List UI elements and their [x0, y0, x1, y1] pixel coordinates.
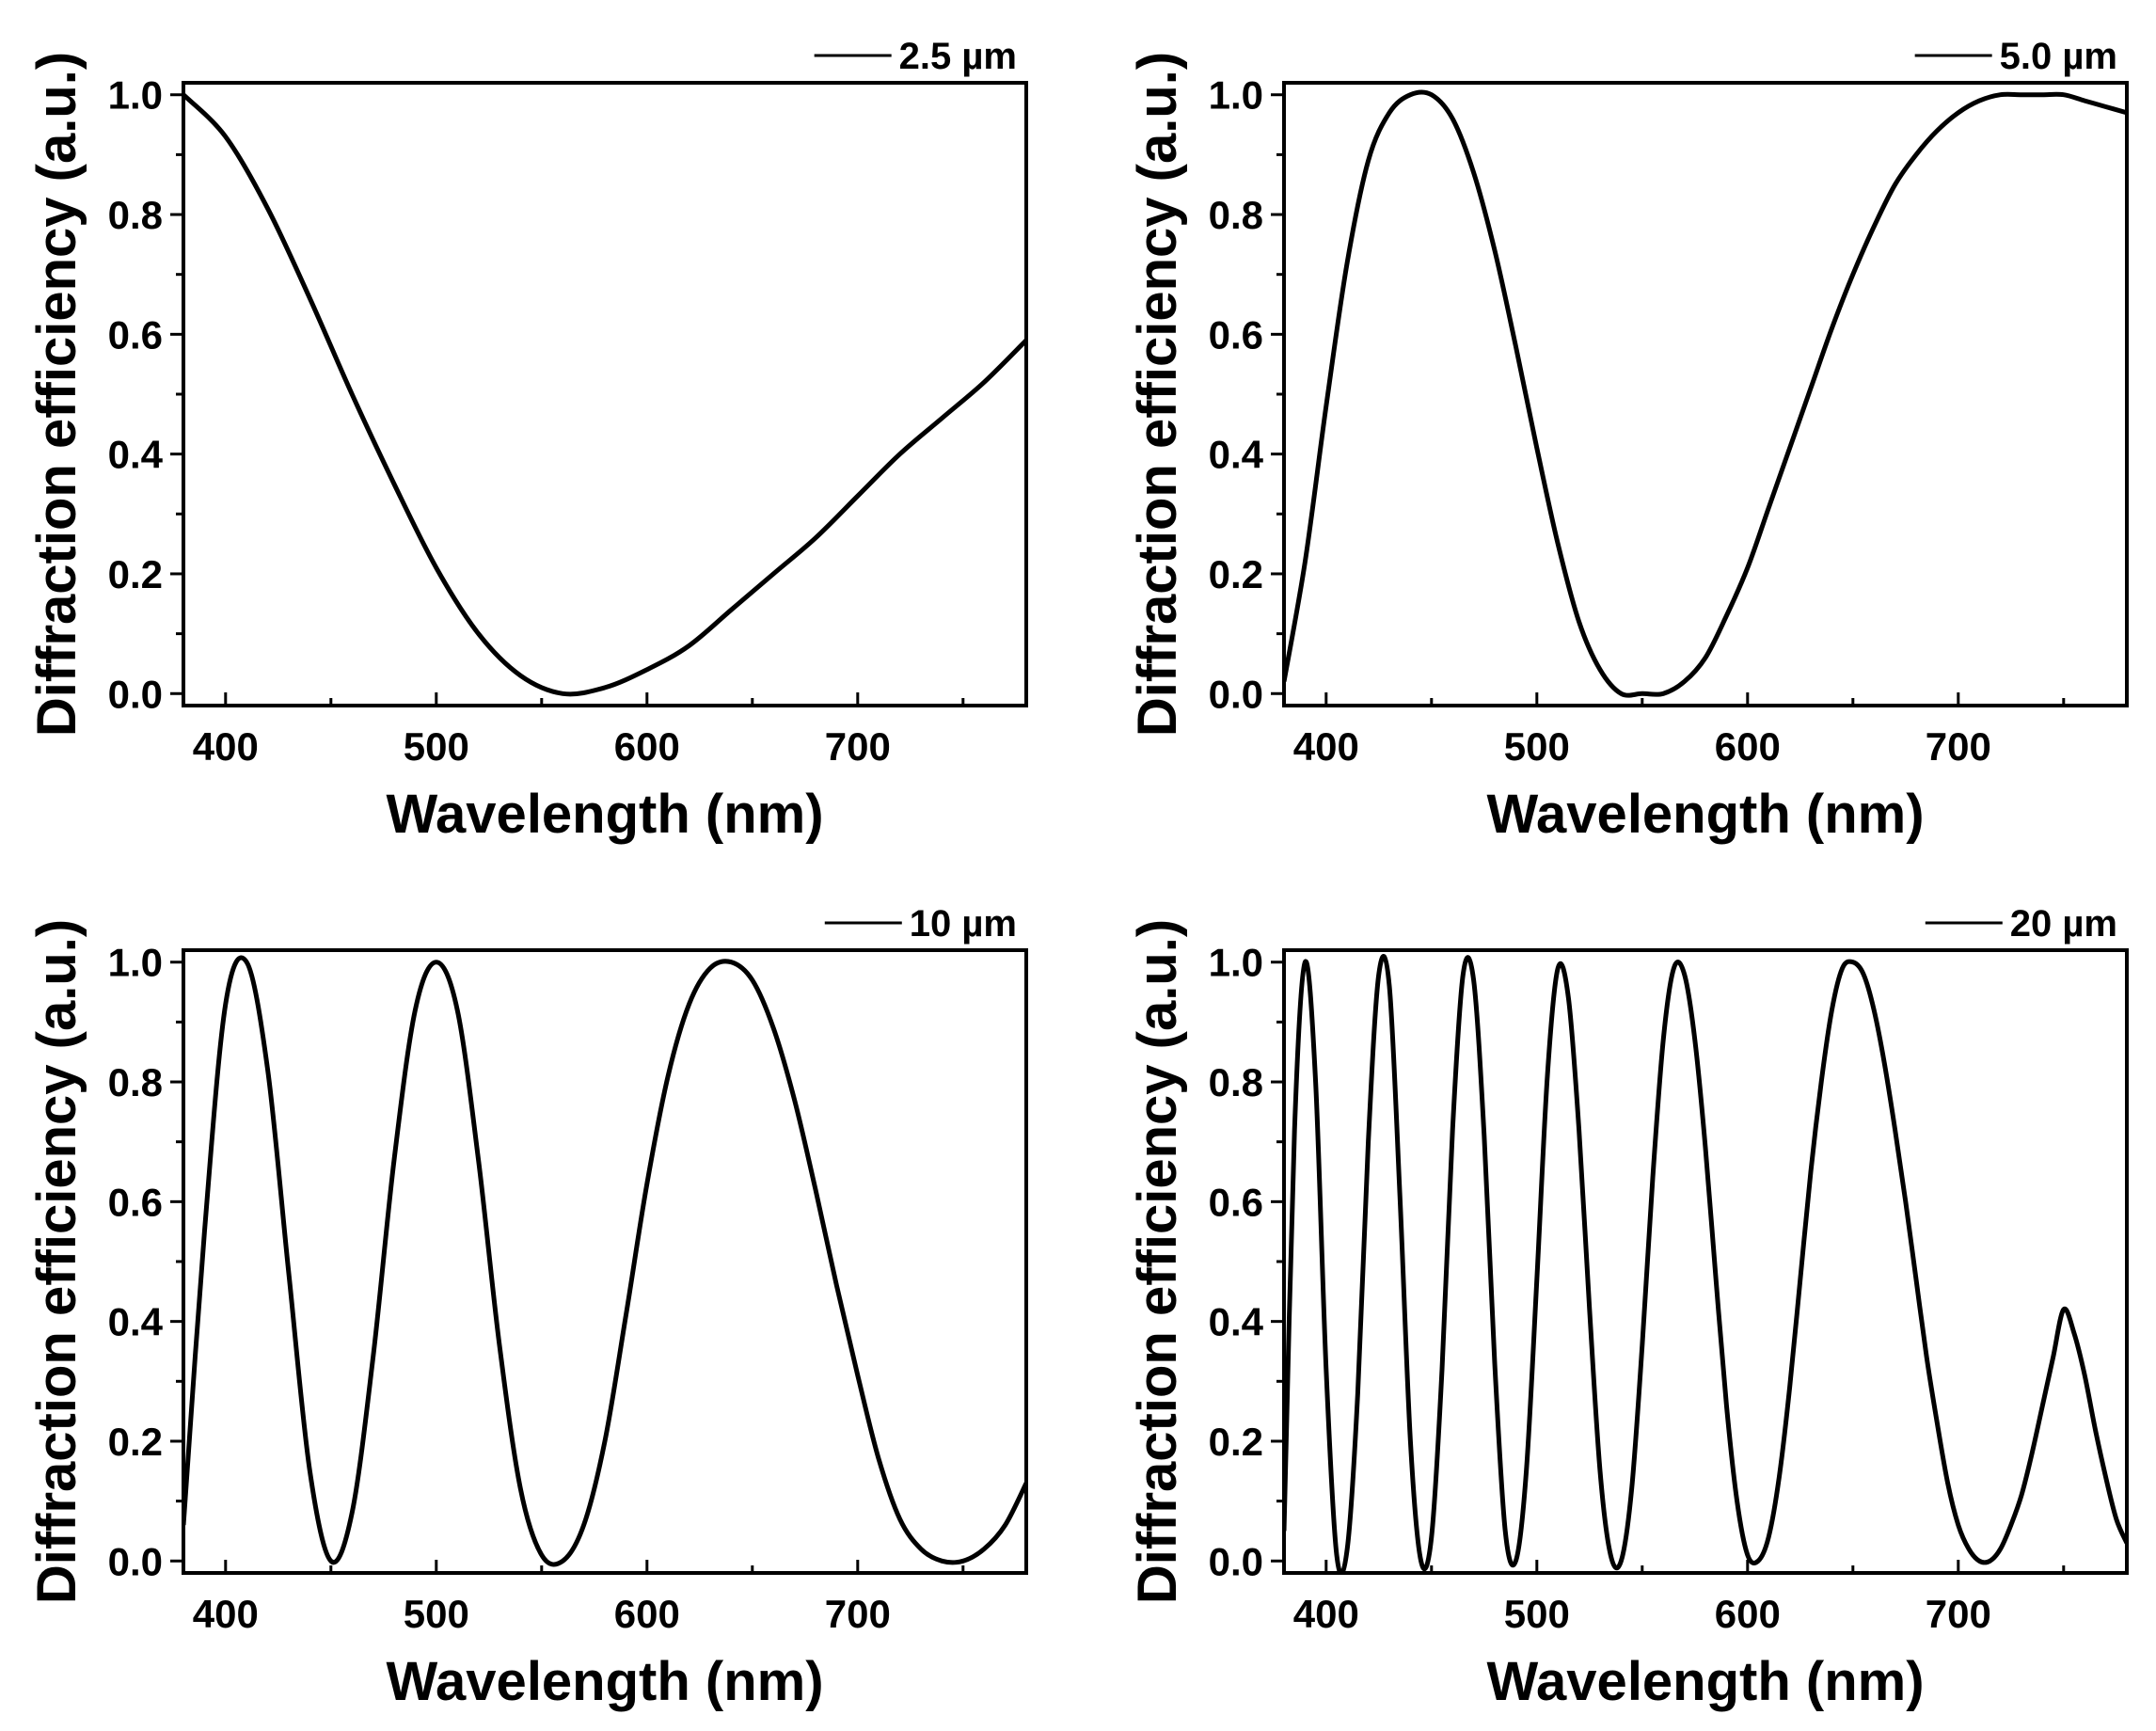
- series-line-1: [183, 92, 1026, 697]
- plot-frame: [1282, 948, 2129, 1575]
- y-tick-label: 0.6: [1209, 312, 1263, 357]
- y-axis-title: Diffraction efficiency (a.u.): [1127, 919, 1188, 1604]
- y-tick-label: 1.0: [108, 73, 163, 118]
- legend-label: 20 µm: [2010, 903, 2117, 945]
- y-axis-title: Diffraction efficiency (a.u.): [26, 919, 87, 1604]
- x-axis-title: Wavelength (nm): [1486, 1651, 1924, 1712]
- y-tick-label: 0.4: [108, 433, 164, 477]
- x-axis-title: Wavelength (nm): [386, 1651, 823, 1712]
- plot-frame: [182, 81, 1028, 707]
- legend-label: 5.0 µm: [2000, 36, 2117, 77]
- y-tick-label: 0.8: [108, 1060, 163, 1104]
- x-tick-label: 500: [1504, 724, 1570, 769]
- y-tick-label: 0.0: [108, 1539, 163, 1583]
- x-axis-title: Wavelength (nm): [1486, 784, 1924, 845]
- x-tick-label: 400: [193, 1592, 259, 1636]
- legend-label: 10 µm: [910, 903, 1017, 945]
- y-tick-label: 0.6: [1209, 1180, 1263, 1224]
- y-tick-label: 0.2: [1209, 1420, 1263, 1464]
- y-axis-title: Diffraction efficiency (a.u.): [26, 52, 87, 737]
- x-tick-label: 500: [404, 1592, 469, 1636]
- x-tick-label: 600: [1715, 724, 1781, 769]
- x-tick-label: 500: [404, 724, 469, 769]
- y-tick-label: 0.2: [108, 552, 163, 596]
- y-tick-label: 0.4: [108, 1300, 164, 1344]
- y-tick-label: 0.8: [1209, 193, 1263, 237]
- series-line-3: [183, 955, 1026, 1567]
- x-axis-title: Wavelength (nm): [386, 784, 823, 845]
- plot-frame: [1282, 81, 2129, 707]
- x-tick-label: 700: [825, 724, 891, 769]
- y-tick-label: 0.2: [108, 1420, 163, 1464]
- x-tick-label: 500: [1504, 1592, 1570, 1636]
- y-tick-label: 0.6: [108, 1180, 163, 1224]
- y-tick-label: 0.0: [1209, 1539, 1263, 1583]
- y-tick-label: 0.0: [108, 672, 163, 716]
- y-tick-label: 0.8: [108, 193, 163, 237]
- chart-panel-3: 400 500 600 700 0.0 0.2 0.4 0.6 0.8 1.0 Wavelength…: [26, 903, 1028, 1712]
- x-tick-label: 400: [1293, 724, 1359, 769]
- x-tick-label: 700: [825, 1592, 891, 1636]
- x-tick-label: 600: [614, 1592, 680, 1636]
- y-tick-label: 0.6: [108, 312, 163, 357]
- chart-panel-2: 400 500 600 700 0.0 0.2 0.4 0.6 0.8 1.0 Wavelength…: [1127, 36, 2129, 845]
- y-tick-label: 0.4: [1209, 433, 1264, 477]
- y-tick-label: 1.0: [1209, 941, 1263, 985]
- y-tick-label: 1.0: [1209, 73, 1263, 118]
- y-tick-label: 0.8: [1209, 1060, 1263, 1104]
- legend-label: 2.5 µm: [899, 36, 1017, 77]
- x-tick-label: 600: [1715, 1592, 1781, 1636]
- x-tick-label: 600: [614, 724, 680, 769]
- y-tick-label: 0.0: [1209, 672, 1263, 716]
- y-tick-label: 0.4: [1209, 1300, 1264, 1344]
- chart-panel-1: 400 500 600 700 0.0 0.2 0.4 0.6 0.8 1.0 Wavelength…: [26, 36, 1028, 845]
- y-tick-label: 0.2: [1209, 552, 1263, 596]
- x-tick-label: 400: [1293, 1592, 1359, 1636]
- series-line-2: [1284, 89, 2127, 698]
- series-line-4: [1284, 953, 2127, 1573]
- y-tick-label: 1.0: [108, 941, 163, 985]
- x-tick-label: 700: [1926, 1592, 1991, 1636]
- chart-panel-4: 400 500 600 700 0.0 0.2 0.4 0.6 0.8 1.0 Wavelength…: [1127, 903, 2129, 1712]
- x-tick-label: 400: [193, 724, 259, 769]
- x-tick-label: 700: [1926, 724, 1991, 769]
- y-axis-title: Diffraction efficiency (a.u.): [1127, 52, 1188, 737]
